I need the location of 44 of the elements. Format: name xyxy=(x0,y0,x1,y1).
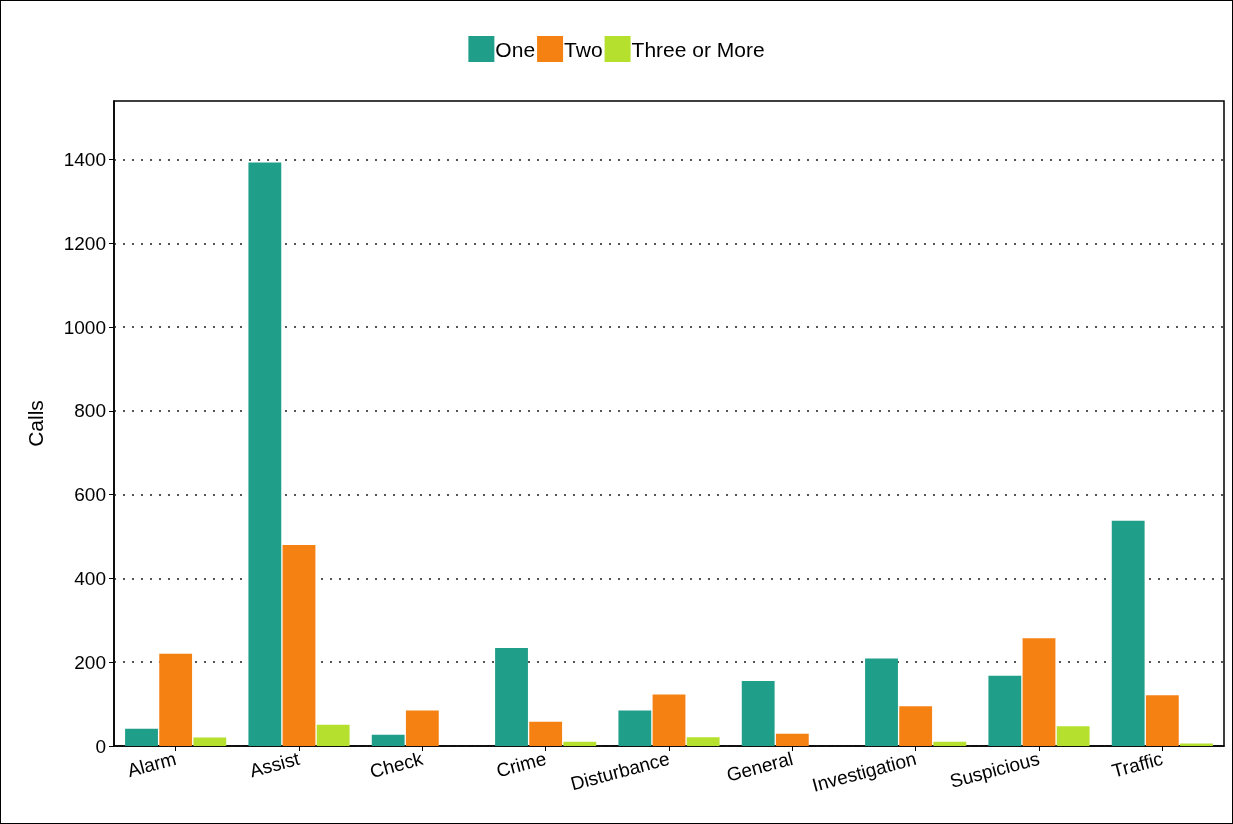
y-tick-label: 0 xyxy=(95,735,106,757)
x-tick-label: Traffic xyxy=(1109,747,1166,782)
bar xyxy=(1180,743,1213,746)
bar xyxy=(988,675,1022,746)
y-tick-label: 1400 xyxy=(63,149,106,171)
y-tick-label: 1200 xyxy=(63,232,106,254)
bar xyxy=(125,728,158,746)
x-tick-label: Alarm xyxy=(125,747,179,781)
bar xyxy=(741,681,775,746)
bar xyxy=(1145,695,1179,746)
bar xyxy=(405,710,439,746)
bar xyxy=(1111,520,1145,746)
bar xyxy=(933,741,967,746)
x-tick-label: Assist xyxy=(247,747,303,782)
legend-label: One xyxy=(495,37,536,61)
bar xyxy=(316,724,350,746)
bar xyxy=(775,733,809,746)
bar xyxy=(1056,726,1090,746)
x-tick-label: Suspicious xyxy=(947,747,1042,792)
bar xyxy=(529,721,563,746)
y-tick-label: 200 xyxy=(74,651,106,673)
bar xyxy=(495,647,528,746)
x-tick-label: Check xyxy=(367,747,426,783)
bar xyxy=(563,741,597,746)
bar xyxy=(686,737,720,746)
y-tick-label: 800 xyxy=(74,400,106,422)
bar xyxy=(618,710,652,746)
bar xyxy=(248,162,282,746)
y-tick-label: 1000 xyxy=(63,316,106,338)
bar xyxy=(899,706,933,746)
x-tick-label: Crime xyxy=(494,747,549,782)
bar xyxy=(371,734,405,746)
bar xyxy=(193,737,227,746)
x-tick-label: General xyxy=(724,747,796,786)
legend-label: Two xyxy=(564,37,603,61)
bar xyxy=(865,658,898,746)
bar xyxy=(652,694,686,746)
y-tick-label: 600 xyxy=(74,484,106,506)
bar xyxy=(282,544,316,746)
bar xyxy=(159,653,193,746)
y-tick-label: 400 xyxy=(74,567,106,589)
bar xyxy=(1022,638,1056,746)
y-axis-title: Calls xyxy=(24,400,47,447)
legend-label: Three or More xyxy=(631,37,765,61)
